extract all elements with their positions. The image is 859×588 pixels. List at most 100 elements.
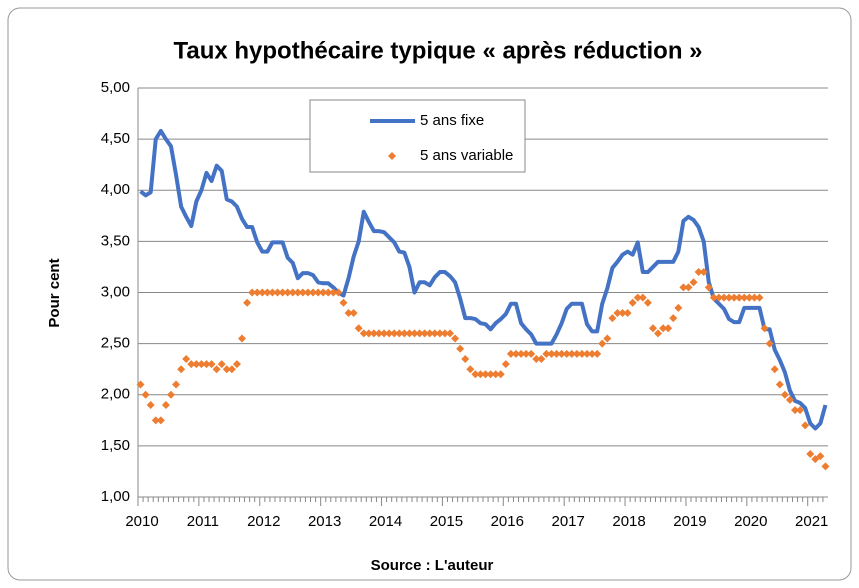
y-tick-label: 3,00 — [101, 283, 130, 300]
series-marker — [283, 288, 292, 297]
series-marker — [775, 380, 784, 389]
series-marker — [598, 339, 607, 348]
series-marker — [192, 360, 201, 369]
series-marker — [136, 380, 145, 389]
series-marker — [258, 288, 267, 297]
series-marker — [187, 360, 196, 369]
series-marker — [542, 349, 551, 358]
series-marker — [334, 288, 343, 297]
series-marker — [496, 370, 505, 379]
series-marker — [501, 360, 510, 369]
series-marker — [197, 360, 206, 369]
series-marker — [801, 421, 810, 430]
series-marker — [643, 298, 652, 307]
series-marker — [765, 339, 774, 348]
series-marker — [349, 308, 358, 317]
series-marker — [248, 288, 257, 297]
series-marker — [156, 416, 165, 425]
series-marker — [466, 365, 475, 374]
series-marker — [339, 298, 348, 307]
series-marker — [811, 455, 820, 464]
series-marker — [816, 452, 825, 461]
series-marker — [440, 329, 449, 338]
x-tick-label: 2021 — [795, 513, 828, 530]
series-marker — [638, 293, 647, 302]
series-marker — [491, 370, 500, 379]
series-marker — [222, 365, 231, 374]
series-marker — [511, 349, 520, 358]
series-marker — [461, 354, 470, 363]
series-marker — [770, 365, 779, 374]
series-marker — [547, 349, 556, 358]
series-marker — [745, 293, 754, 302]
series-marker — [217, 360, 226, 369]
x-tick-label: 2011 — [187, 513, 219, 530]
chart-title: Taux hypothécaire typique « après réduct… — [173, 37, 702, 64]
series-marker — [374, 329, 383, 338]
series-marker — [694, 268, 703, 277]
series-marker — [303, 288, 312, 297]
x-tick-label: 2019 — [673, 513, 706, 530]
series-marker — [309, 288, 318, 297]
series-marker — [253, 288, 262, 297]
series-marker — [369, 329, 378, 338]
series-marker — [400, 329, 409, 338]
series-marker — [354, 324, 363, 333]
series-marker — [669, 314, 678, 323]
series-marker — [298, 288, 307, 297]
legend-swatch — [388, 152, 396, 160]
series-marker — [552, 349, 561, 358]
series-marker — [562, 349, 571, 358]
series-marker — [532, 354, 541, 363]
series-marker — [486, 370, 495, 379]
x-tick-label: 2020 — [734, 513, 767, 530]
legend-label: 5 ans fixe — [420, 112, 484, 129]
series-marker — [527, 349, 536, 358]
y-tick-label: 2,00 — [101, 386, 130, 403]
series-marker — [405, 329, 414, 338]
series-marker — [151, 416, 160, 425]
series-marker — [613, 308, 622, 317]
series-marker — [679, 283, 688, 292]
series-marker — [684, 283, 693, 292]
series-marker — [689, 278, 698, 287]
series-marker — [273, 288, 282, 297]
series-marker — [319, 288, 328, 297]
series-marker — [522, 349, 531, 358]
x-tick-label: 2018 — [612, 513, 645, 530]
series-marker — [577, 349, 586, 358]
series-marker — [177, 365, 186, 374]
series-marker — [364, 329, 373, 338]
series-marker — [674, 303, 683, 312]
series-marker — [704, 283, 713, 292]
x-axis-label: Source : L'auteur — [371, 557, 494, 574]
series-marker — [709, 293, 718, 302]
series-marker — [202, 360, 211, 369]
y-tick-label: 3,50 — [101, 232, 130, 249]
y-axis-label: Pour cent — [46, 258, 63, 327]
series-marker — [608, 314, 617, 323]
series-marker — [435, 329, 444, 338]
legend-box — [309, 99, 526, 173]
series-marker — [380, 329, 389, 338]
series-marker — [572, 349, 581, 358]
series-marker — [760, 324, 769, 333]
series-marker — [471, 370, 480, 379]
series-marker — [593, 349, 602, 358]
series-marker — [324, 288, 333, 297]
series-marker — [481, 370, 490, 379]
x-tick-label: 2015 — [430, 513, 463, 530]
series-line — [139, 128, 828, 431]
series-marker — [430, 329, 439, 338]
series-marker — [821, 462, 830, 471]
y-tick-label: 4,00 — [101, 181, 130, 198]
series-marker — [420, 329, 429, 338]
series-marker — [725, 293, 734, 302]
series-marker — [618, 308, 627, 317]
series-marker — [456, 344, 465, 353]
series-marker — [755, 293, 764, 302]
x-tick-label: 2016 — [491, 513, 524, 530]
series-marker — [344, 308, 353, 317]
series-marker — [785, 395, 794, 404]
